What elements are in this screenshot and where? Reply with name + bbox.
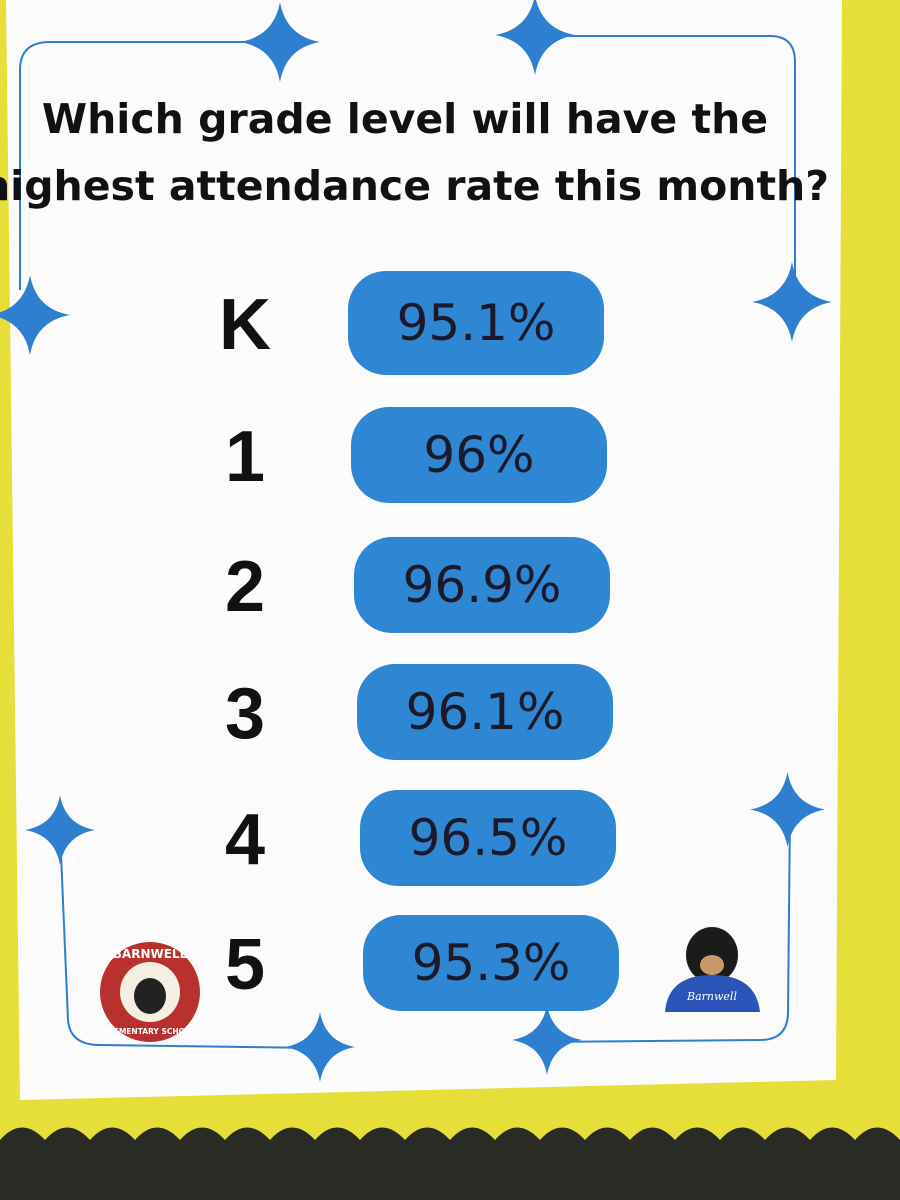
grade-label: 1 — [225, 417, 265, 497]
grade-label: 3 — [225, 674, 265, 754]
logo-text: ELEMENTARY SCHOOL — [104, 1027, 197, 1036]
school-logo: BARNWELL ELEMENTARY SCHOOL — [100, 942, 200, 1042]
grade-label: 5 — [225, 925, 265, 1005]
rate-pill — [348, 271, 604, 375]
rows: K 95.1% 1 96% 2 96.9% 3 96.1% 4 96.5% 5 95.3% — [219, 271, 619, 1011]
rate-pill — [354, 537, 610, 633]
rate-pill — [357, 664, 613, 760]
shirt-text: Barnwell — [686, 990, 737, 1003]
border-trim — [0, 1127, 900, 1200]
frame-bottom — [59, 809, 791, 1049]
frame-top — [19, 35, 796, 300]
title-line: Which grade level will have the — [42, 95, 768, 143]
rate-value: 96% — [423, 426, 534, 484]
rate-pill — [363, 915, 619, 1011]
logo-text: BARNWELL — [113, 947, 188, 961]
rate-pill — [360, 790, 616, 886]
grade-label: 2 — [225, 547, 265, 627]
title-line: highest attendance rate this month? — [0, 162, 829, 210]
grade-label: 4 — [225, 800, 265, 880]
rate-value: 96.9% — [403, 556, 562, 614]
rate-pill — [351, 407, 607, 503]
rate-value: 96.5% — [409, 809, 568, 867]
mascot: Barnwell — [665, 927, 760, 1012]
rate-value: 95.3% — [412, 934, 571, 992]
grade-label: K — [219, 285, 271, 365]
rate-value: 95.1% — [397, 294, 556, 352]
rate-value: 96.1% — [406, 683, 565, 741]
